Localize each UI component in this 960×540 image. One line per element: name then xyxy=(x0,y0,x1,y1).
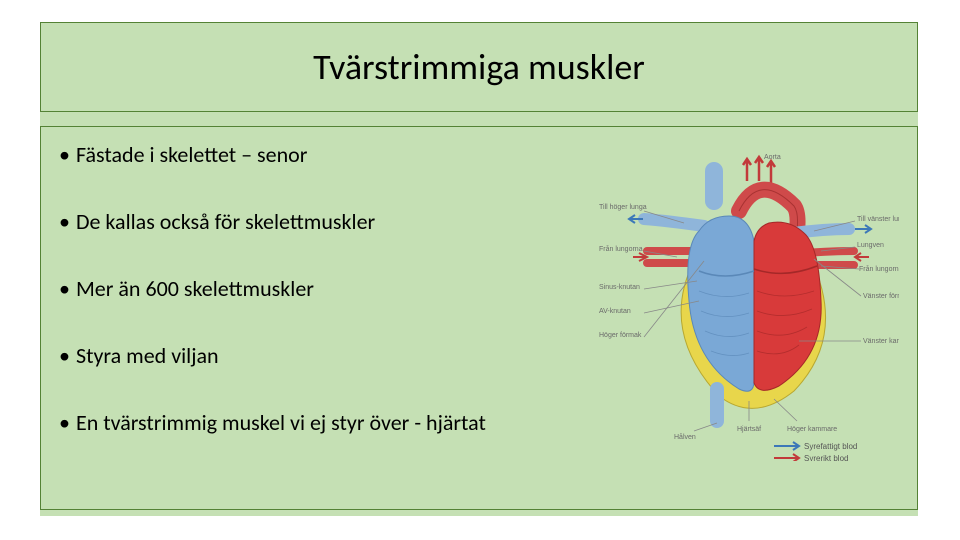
svg-text:Vänster förmak: Vänster förmak xyxy=(863,293,899,300)
svg-text:Från lungorna: Från lungorna xyxy=(859,265,899,273)
svg-text:AV-knutan: AV-knutan xyxy=(599,308,631,315)
heart-diagram: Aorta Till höger lunga Till vänster lung… xyxy=(599,151,899,461)
svg-text:Sinus-knutan: Sinus-knutan xyxy=(599,284,640,291)
bullet-dot-icon: • xyxy=(59,208,70,235)
bullet-list: • Fästade i skelettet – senor • De kalla… xyxy=(59,141,599,436)
svg-text:Till vänster lunga: Till vänster lunga xyxy=(857,216,899,223)
bullet-item: • Mer än 600 skelettmuskler xyxy=(59,275,599,302)
bullet-text: Fästade i skelettet – senor xyxy=(76,141,307,168)
bullet-item: • De kallas också för skelettmuskler xyxy=(59,208,599,235)
svg-text:Hjärtsäf: Hjärtsäf xyxy=(737,426,761,433)
bullet-dot-icon: • xyxy=(59,342,70,369)
svg-text:Från lungorna: Från lungorna xyxy=(599,245,643,253)
bullet-text: Styra med viljan xyxy=(76,342,219,369)
svg-text:Syrerikt blod: Syrerikt blod xyxy=(804,454,848,461)
slide: Tvärstrimmiga muskler • Fästade i skelet… xyxy=(40,22,918,516)
bullet-dot-icon: • xyxy=(59,141,70,168)
bullet-item: • Styra med viljan xyxy=(59,342,599,369)
bullet-text: De kallas också för skelettmuskler xyxy=(76,208,375,235)
bullet-item: • En tvärstrimmig muskel vi ej styr över… xyxy=(59,409,599,436)
bullet-text: Mer än 600 skelettmuskler xyxy=(76,275,314,302)
content-box: • Fästade i skelettet – senor • De kalla… xyxy=(40,126,918,510)
svg-text:Hålven: Hålven xyxy=(674,433,696,441)
bullet-dot-icon: • xyxy=(59,409,70,436)
svg-text:Till höger lunga: Till höger lunga xyxy=(599,204,647,211)
svg-text:Höger förmak: Höger förmak xyxy=(599,332,642,339)
svg-text:Aorta: Aorta xyxy=(764,154,781,161)
heart-diagram-svg: Aorta Till höger lunga Till vänster lung… xyxy=(599,151,899,461)
title-box: Tvärstrimmiga muskler xyxy=(40,22,918,112)
bullet-dot-icon: • xyxy=(59,275,70,302)
svg-text:Lungven: Lungven xyxy=(857,242,884,249)
bullet-item: • Fästade i skelettet – senor xyxy=(59,141,599,168)
svg-text:Höger kammare: Höger kammare xyxy=(787,426,837,433)
slide-title: Tvärstrimmiga muskler xyxy=(313,45,645,89)
legend: Syrefattigt blod Syrerikt blod xyxy=(774,442,857,461)
svg-text:Vänster kammare: Vänster kammare xyxy=(863,338,899,345)
svg-text:Syrefattigt blod: Syrefattigt blod xyxy=(804,442,857,451)
bullet-text: En tvärstrimmig muskel vi ej styr över -… xyxy=(76,409,486,436)
